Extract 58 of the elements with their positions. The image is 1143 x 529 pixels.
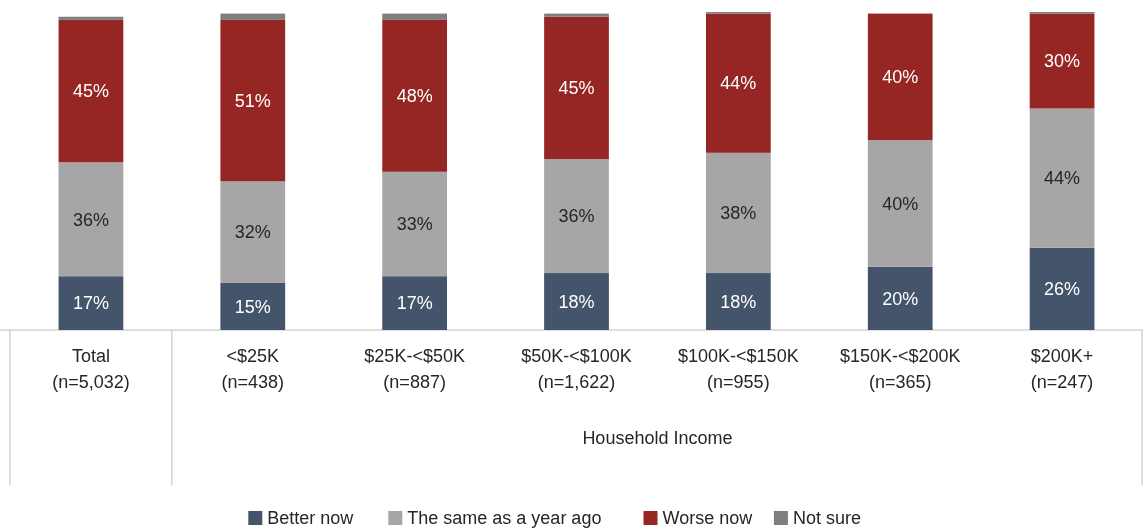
data-label: 15% <box>234 296 271 317</box>
data-label: 17% <box>396 293 433 314</box>
bar <box>867 140 933 267</box>
bar <box>382 171 448 277</box>
bar <box>58 16 124 20</box>
x-tick-label: Total (n=5,032) <box>52 346 130 392</box>
bar <box>220 13 286 20</box>
bar <box>544 159 609 274</box>
data-label: 44% <box>720 73 757 94</box>
data-label: 45% <box>72 81 109 102</box>
bar <box>382 13 448 20</box>
x-tick-label: $100K-<$150K (n=955) <box>678 346 799 392</box>
x-tick-label: $50K-<$100K (n=1,622) <box>521 346 632 392</box>
data-label: 38% <box>720 203 757 224</box>
data-label: 36% <box>72 209 109 230</box>
bar <box>58 19 124 163</box>
data-label: 20% <box>882 288 919 309</box>
data-label: 36% <box>558 206 595 227</box>
bar <box>705 13 771 153</box>
bar <box>705 273 771 330</box>
legend-label: Better now <box>267 508 355 529</box>
data-label: 48% <box>396 86 433 107</box>
bar <box>544 16 609 160</box>
bar <box>867 13 933 141</box>
data-label: 45% <box>558 78 595 99</box>
bar <box>705 152 771 274</box>
bar <box>1029 247 1095 330</box>
bar <box>382 276 448 330</box>
bar <box>220 19 286 182</box>
bar <box>1029 108 1095 248</box>
data-label: 32% <box>234 222 271 243</box>
bar <box>867 266 933 330</box>
data-label: 26% <box>1044 279 1081 300</box>
x-tick-label: <$25K (n=438) <box>221 346 285 392</box>
legend-label: The same as a year ago <box>407 508 602 529</box>
legend-label: Worse now <box>662 508 754 529</box>
bar <box>220 181 286 283</box>
x-axis-title: Household Income <box>582 428 733 448</box>
data-label: 51% <box>234 90 271 111</box>
x-tick-label: $200K+ (n=247) <box>1030 346 1094 392</box>
data-label: 18% <box>720 291 757 312</box>
bar <box>1029 13 1095 109</box>
legend-label: Not sure <box>792 508 861 529</box>
data-label: 40% <box>882 67 919 88</box>
data-label: 18% <box>558 291 595 312</box>
data-label: 17% <box>72 293 109 314</box>
bar <box>220 282 286 330</box>
data-label: 33% <box>396 214 433 235</box>
data-label: 44% <box>1044 168 1081 189</box>
bar <box>58 162 124 277</box>
bar <box>544 273 609 330</box>
bar <box>382 19 448 172</box>
x-tick-label: $25K-<$50K (n=887) <box>364 346 465 392</box>
x-tick-label: $150K-<$200K (n=365) <box>839 346 961 392</box>
data-label: 40% <box>882 193 919 214</box>
bar <box>58 276 124 330</box>
bar <box>544 13 609 17</box>
data-label: 30% <box>1044 51 1081 72</box>
